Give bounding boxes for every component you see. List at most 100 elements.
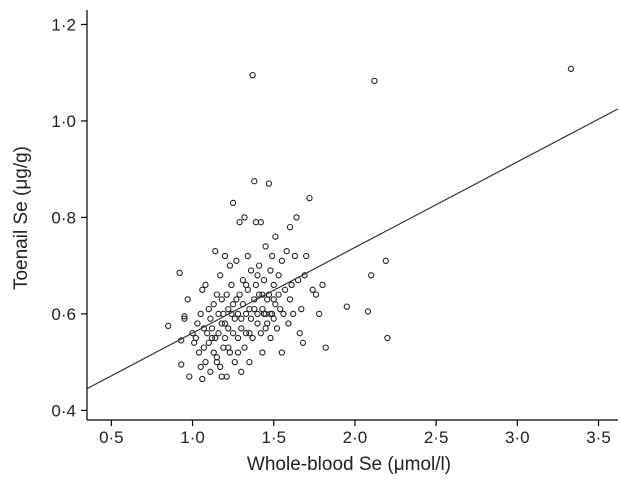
data-point — [275, 272, 282, 279]
data-point — [218, 296, 225, 303]
data-point — [223, 291, 230, 298]
y-tick-label: 1·0 — [51, 112, 76, 131]
data-point — [267, 267, 274, 274]
y-tick-label: 1·2 — [51, 15, 76, 34]
points-layer — [165, 65, 575, 383]
x-tick-label: 1·5 — [261, 428, 286, 447]
data-point — [217, 272, 224, 279]
data-point — [254, 310, 261, 318]
data-point — [384, 334, 391, 342]
data-point — [265, 180, 273, 187]
data-point — [204, 330, 211, 337]
data-point — [233, 296, 240, 303]
data-point — [291, 252, 299, 260]
data-point — [218, 373, 225, 380]
data-point — [382, 257, 389, 264]
x-tick-label: 2·0 — [343, 428, 368, 447]
data-point — [273, 325, 281, 332]
data-point — [368, 272, 375, 279]
data-point — [277, 305, 284, 313]
x-tick-label: 0·5 — [99, 428, 124, 447]
data-point — [238, 315, 245, 322]
data-point — [217, 363, 224, 371]
data-point — [268, 252, 276, 260]
data-point — [242, 281, 250, 289]
data-point — [285, 320, 292, 327]
data-point — [278, 349, 286, 356]
data-point — [316, 310, 323, 318]
data-point — [306, 194, 313, 202]
data-point — [251, 178, 258, 185]
data-point — [267, 334, 274, 342]
data-point — [197, 310, 204, 318]
data-point — [259, 349, 266, 356]
data-point — [238, 325, 245, 332]
data-point — [228, 281, 235, 289]
data-point — [298, 305, 305, 313]
data-point — [290, 310, 297, 318]
data-point — [181, 315, 188, 322]
data-point — [247, 315, 255, 322]
data-point — [252, 281, 260, 289]
data-point — [195, 349, 203, 356]
data-point — [286, 296, 294, 303]
data-point — [371, 77, 378, 85]
axes-layer: 0·5 1·0 1·5 2·0 2·5 3·0 3·5 0·4 0·6 0·8 1·0 1·2 — [51, 10, 618, 447]
data-point — [280, 310, 287, 318]
y-tick-label: 0·8 — [51, 208, 76, 227]
data-point — [254, 272, 261, 279]
y-tick-label: 0·4 — [51, 401, 76, 420]
data-point — [267, 310, 274, 318]
data-point — [257, 219, 264, 226]
data-point — [286, 223, 294, 231]
data-point — [254, 320, 261, 327]
data-point — [229, 301, 237, 308]
data-point — [200, 344, 208, 351]
data-point — [241, 344, 248, 351]
data-point — [255, 262, 263, 269]
data-point — [189, 330, 196, 337]
data-point — [262, 243, 269, 250]
data-point — [202, 281, 209, 289]
data-point — [229, 199, 237, 207]
data-point — [247, 267, 255, 274]
data-point — [213, 291, 221, 298]
data-point — [184, 296, 191, 303]
data-point — [270, 296, 277, 303]
data-point — [210, 301, 217, 308]
data-point — [319, 281, 326, 289]
data-point — [236, 219, 243, 226]
data-point — [278, 257, 286, 264]
data-point — [260, 276, 268, 284]
x-tick-label: 3·0 — [505, 428, 530, 447]
regression-line-layer — [86, 108, 619, 390]
x-tick-label: 2·5 — [424, 428, 449, 447]
data-point — [199, 375, 206, 383]
data-point — [192, 334, 199, 342]
data-point — [205, 305, 212, 313]
data-point — [181, 313, 188, 320]
data-point — [236, 291, 243, 298]
data-point — [275, 291, 282, 298]
x-tick-label: 3·5 — [586, 428, 611, 447]
data-point — [202, 358, 209, 366]
data-point — [208, 334, 216, 342]
data-point — [221, 320, 229, 327]
data-point — [322, 344, 329, 351]
data-point — [249, 334, 256, 342]
y-axis-label: Toenail Se (μg/g) — [11, 146, 32, 290]
data-point — [249, 71, 256, 79]
data-point — [212, 334, 219, 342]
data-point — [293, 214, 300, 221]
data-point — [272, 233, 279, 240]
data-point — [231, 358, 238, 366]
data-point — [246, 330, 253, 337]
data-point — [197, 363, 204, 371]
data-point — [186, 373, 193, 380]
data-point — [165, 322, 172, 330]
data-point — [176, 269, 183, 277]
data-point — [178, 361, 185, 368]
data-point — [343, 303, 350, 310]
data-point — [234, 310, 242, 318]
